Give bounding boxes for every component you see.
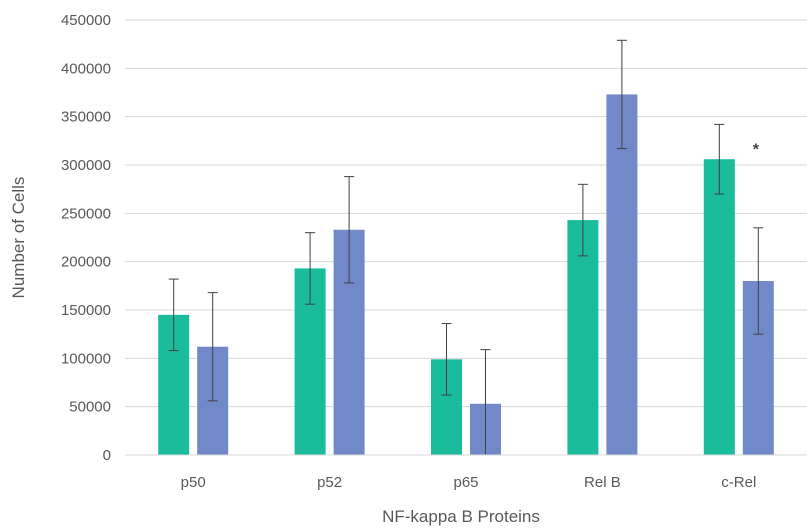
y-tick-label: 450000 [61,12,111,29]
y-tick-label: 150000 [61,302,111,319]
y-tick-label: 250000 [61,205,111,222]
y-tick-label: 100000 [61,350,111,367]
x-tick-label: Rel B [584,474,621,491]
y-tick-label: 300000 [61,157,111,174]
significance-marker: * [753,142,760,159]
x-tick-label: p65 [453,474,478,491]
x-tick-label: p50 [181,474,206,491]
bar [703,159,735,455]
x-tick-labels: p50 p52 p65 Rel B c-Rel [181,474,757,491]
annotations: * [753,142,760,159]
error-bars [168,39,764,456]
gridlines [125,19,807,408]
bar [567,220,599,455]
y-tick-label: 400000 [61,60,111,77]
x-axis-title: NF-kappa B Proteins [382,507,540,526]
bar [606,94,638,455]
y-tick-label: 0 [103,447,111,464]
y-tick-label: 50000 [69,399,111,416]
y-tick-label: 350000 [61,109,111,126]
y-tick-label: 200000 [61,254,111,271]
x-tick-label: p52 [317,474,342,491]
x-tick-label: c-Rel [721,474,756,491]
y-axis-title: Number of Cells [9,177,28,299]
bars [158,94,774,455]
y-tick-labels: 0 50000 100000 150000 200000 250000 300000 3500… [61,12,111,464]
